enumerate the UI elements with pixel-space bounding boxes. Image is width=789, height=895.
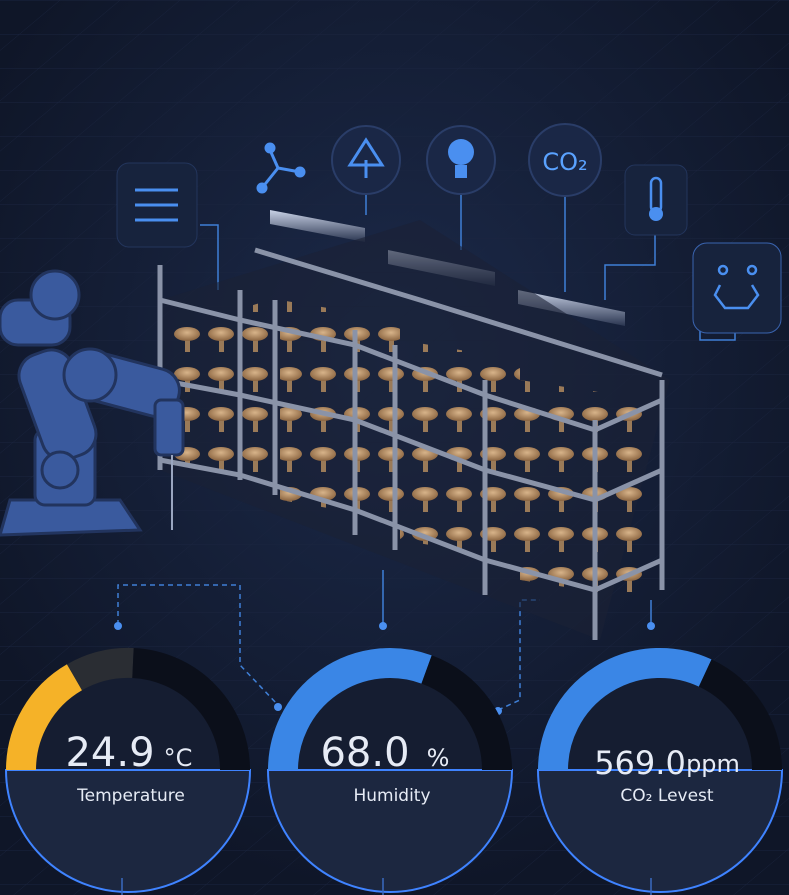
icon-plant bbox=[347, 137, 385, 178]
shelving bbox=[157, 220, 670, 640]
icon-network bbox=[256, 142, 306, 194]
icon-panels bbox=[116, 162, 782, 334]
gauge-value: 24.9 bbox=[65, 730, 154, 776]
gauge-label: Humidity bbox=[353, 786, 430, 806]
robot-arm bbox=[0, 269, 185, 537]
gauges: 24.9 °C Temperature 68.0 % Humidity 569.… bbox=[4, 647, 784, 895]
gauge-unit: ppm bbox=[686, 750, 740, 778]
gauge-stems bbox=[121, 878, 652, 895]
gauge-label: CO₂ Levest bbox=[620, 786, 713, 806]
gauge-temperature: 24.9 °C Temperature bbox=[4, 647, 252, 893]
gauge-co2: 569.0 ppm CO₂ Levest bbox=[536, 648, 784, 893]
gauge-unit: % bbox=[427, 744, 450, 772]
gauge-unit: °C bbox=[164, 744, 193, 772]
gauge-value: 68.0 bbox=[320, 730, 409, 776]
gauge-humidity: 68.0 % Humidity bbox=[266, 648, 514, 893]
icon-bulb bbox=[448, 139, 474, 178]
gauge-label: Temperature bbox=[76, 786, 185, 806]
gauge-value: 569.0 bbox=[594, 744, 686, 782]
icon-co2-label: CO₂ bbox=[542, 148, 587, 176]
